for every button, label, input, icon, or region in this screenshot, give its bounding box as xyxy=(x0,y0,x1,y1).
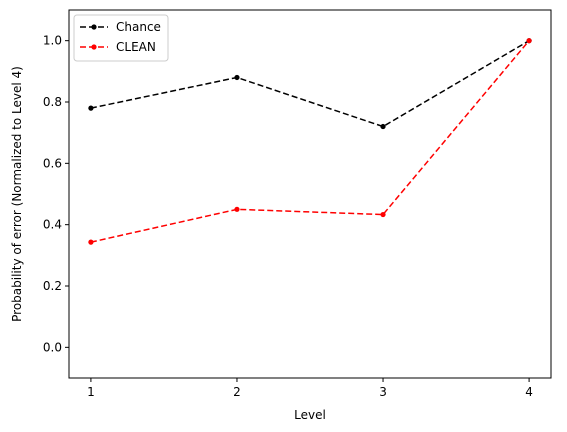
x-tick-label: 4 xyxy=(525,385,533,399)
y-tick-label: 0.2 xyxy=(43,279,62,293)
y-tick-label: 0.0 xyxy=(43,340,62,354)
legend-label-clean: CLEAN xyxy=(116,40,156,54)
axes: 1 2 3 4 0.0 0.2 0.4 0.6 0.8 1.0 xyxy=(43,9,552,399)
data-point-clean xyxy=(88,239,94,245)
x-tick-label: 3 xyxy=(379,385,387,399)
series-line-clean xyxy=(90,40,530,243)
data-point-clean xyxy=(526,38,532,44)
y-tick-label: 0.4 xyxy=(43,218,62,232)
data-point-clean xyxy=(234,206,240,212)
y-axis-label: Probability of error (Normalized to Leve… xyxy=(10,66,24,322)
axes-frame xyxy=(68,9,552,379)
legend-marker-chance xyxy=(91,24,97,30)
y-tick-label: 1.0 xyxy=(43,34,62,48)
data-point-clean xyxy=(380,211,386,218)
legend-label-chance: Chance xyxy=(116,20,161,34)
data-point-chance xyxy=(88,105,94,111)
data-point-chance xyxy=(234,74,240,81)
y-tick-label: 0.6 xyxy=(43,156,62,170)
legend-marker-clean xyxy=(91,44,97,50)
x-axis-label: Level xyxy=(294,408,326,422)
legend: Chance CLEAN xyxy=(73,14,169,62)
series-line-chance xyxy=(90,40,530,128)
y-tick-label: 0.8 xyxy=(43,95,62,109)
plot-area xyxy=(88,38,532,245)
data-point-chance xyxy=(380,123,386,130)
x-tick-label: 1 xyxy=(87,385,95,399)
x-tick-label: 2 xyxy=(233,385,241,399)
legend-frame xyxy=(73,14,169,62)
